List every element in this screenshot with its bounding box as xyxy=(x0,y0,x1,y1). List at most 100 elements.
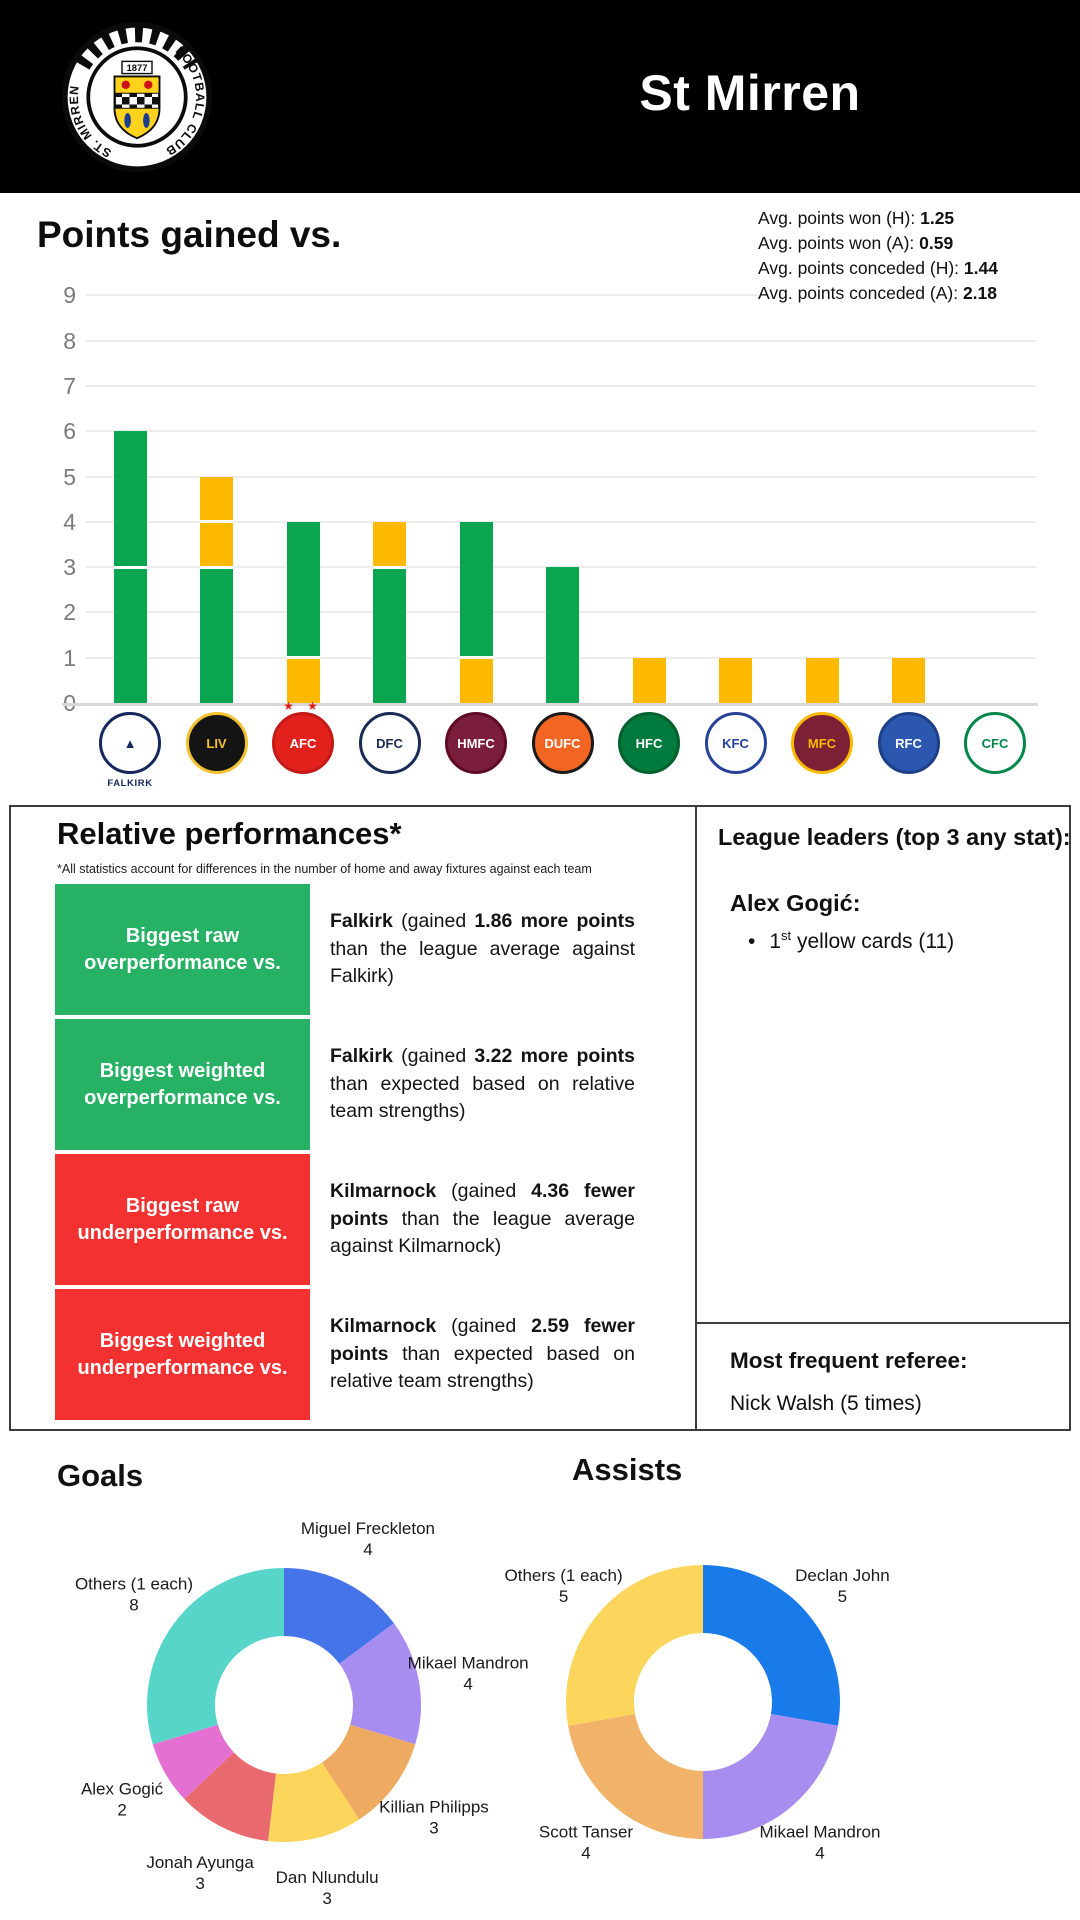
referee-value: Nick Walsh (5 times) xyxy=(730,1392,922,1415)
leader-stat-text: 1st yellow cards (11) xyxy=(769,928,955,953)
gridline-8 xyxy=(86,339,1036,342)
performance-box-0: Biggest raw overperformance vs. xyxy=(55,884,310,1015)
y-axis-tick-4: 4 xyxy=(63,508,76,535)
avg-stat-value: 0.59 xyxy=(919,233,954,253)
y-axis-tick-3: 3 xyxy=(63,554,76,581)
avg-stat-value: 2.18 xyxy=(962,283,997,303)
team-logo-abbr: MFC xyxy=(807,735,837,751)
goals-slice-jonah-ayunga xyxy=(184,1752,276,1842)
bar-segment-livingston-2 xyxy=(200,476,233,522)
goals-slice-alex-gogi- xyxy=(152,1724,234,1800)
bar-segment-motherwell-0 xyxy=(805,657,839,703)
goals-label-dan-nlundulu: Dan Nlundulu 3 xyxy=(276,1868,379,1908)
leader-stat-item: • 1st yellow cards (11) xyxy=(748,928,954,954)
donut-charts: Miguel Freckleton 4 Mikael Mandron 4 Killian… xyxy=(75,1519,890,1908)
bar-segment-falkirk-1 xyxy=(113,431,147,568)
avg-stat-value: 1.44 xyxy=(963,258,998,278)
gridline-1 xyxy=(86,656,1036,659)
vertical-divider xyxy=(695,807,697,1429)
crest-year: 1877 xyxy=(127,63,148,73)
team-logo-abbr: CFC xyxy=(981,735,1009,751)
goals-label-alex-gogi-: Alex Gogić 2 xyxy=(81,1780,164,1820)
goals-label-miguel-freckleton: Miguel Freckleton 4 xyxy=(301,1519,435,1559)
assists-chart-title: Assists xyxy=(572,1452,683,1487)
average-points-stats: Avg. points won (H): 1.25 Avg. points won… xyxy=(758,206,1058,306)
y-axis-tick-8: 8 xyxy=(63,327,76,354)
goals-slice-miguel-freckleton xyxy=(284,1568,394,1664)
bar-segment-gap xyxy=(459,656,493,660)
team-logo-livingston: LIV xyxy=(185,712,248,774)
gridline-7 xyxy=(86,384,1036,387)
header-bar: ST. MIRREN FOOTBALL CLUB 1877 St Mirren xyxy=(0,0,1080,193)
performance-desc-1: Falkirk (gained 3.22 more points than ex… xyxy=(330,1019,635,1150)
team-logo-abbr: LIV xyxy=(206,735,227,751)
goals-label-others-1-each-: Others (1 each) 8 xyxy=(75,1574,193,1614)
assists-label-declan-john: Declan John 5 xyxy=(795,1566,890,1606)
performance-box-1: Biggest weighted overperformance vs. xyxy=(55,1019,310,1150)
bar-segment-aberdeen-1 xyxy=(286,521,320,658)
bar-segment-rangers-0 xyxy=(892,657,925,703)
assists-slice-others-1-each- xyxy=(566,1565,703,1726)
team-logo-abbr: DFC xyxy=(376,735,403,751)
team-logo-kilmarnock: KFC xyxy=(704,712,767,774)
relative-performances-heading: Relative performances* xyxy=(57,816,402,851)
assists-label-others-1-each-: Others (1 each) 5 xyxy=(505,1566,623,1606)
gridline-6 xyxy=(86,430,1036,433)
y-axis-tick-5: 5 xyxy=(63,463,76,490)
performance-row-1: Biggest weighted overperformance vs. Falk… xyxy=(55,1019,640,1150)
team-logo-celtic: CFC xyxy=(964,712,1026,774)
gridline-4 xyxy=(86,520,1036,523)
avg-stat-line: Avg. points won (A): 0.59 xyxy=(758,231,1058,256)
performance-box-2: Biggest raw underperformance vs. xyxy=(55,1154,310,1285)
assists-slice-declan-john xyxy=(703,1565,841,1726)
league-leader-player-name: Alex Gogić: xyxy=(730,890,861,916)
bar-segment-dundee-1 xyxy=(373,521,406,568)
team-logo-abbr: KFC xyxy=(722,735,749,751)
goals-slice-dan-nlundulu xyxy=(268,1762,360,1842)
team-logo-hearts: HMFC xyxy=(445,712,507,774)
gridline-5 xyxy=(86,475,1036,478)
aberdeen-stars-icon: ★ ★ xyxy=(283,699,323,713)
assists-slice-scott-tanser xyxy=(568,1713,703,1839)
page-title: St Mirren xyxy=(639,65,861,121)
goals-slice-killian-philipps xyxy=(321,1724,416,1820)
assists-slice-mikael-mandron xyxy=(703,1713,838,1839)
performance-desc-text: Kilmarnock (gained 2.59 fewer points tha… xyxy=(330,1314,635,1393)
avg-stat-line: Avg. points conceded (H): 1.44 xyxy=(758,256,1058,281)
x-axis-baseline xyxy=(62,703,1038,706)
team-logo-abbr: RFC xyxy=(895,735,922,751)
goals-chart-title: Goals xyxy=(57,1458,144,1493)
team-logo-dundee-united: DUFC xyxy=(531,712,594,774)
gridline-3 xyxy=(86,566,1036,569)
performance-desc-3: Kilmarnock (gained 2.59 fewer points tha… xyxy=(330,1289,635,1420)
bar-segment-gap xyxy=(373,565,406,569)
y-axis-tick-0: 0 xyxy=(63,690,76,716)
team-logo-falkirk: ▲ xyxy=(99,712,161,774)
avg-stat-line: Avg. points conceded (A): 2.18 xyxy=(758,281,1058,306)
referee-heading: Most frequent referee: xyxy=(730,1348,968,1373)
y-axis-tick-1: 1 xyxy=(63,644,76,671)
team-logo-abbr: AFC xyxy=(289,735,317,751)
gridline-2 xyxy=(86,611,1036,614)
performance-box-3: Biggest weighted underperformance vs. xyxy=(55,1289,310,1420)
team-logo-abbr: HFC xyxy=(635,735,663,751)
avg-stat-line: Avg. points won (H): 1.25 xyxy=(758,206,1058,231)
team-logo-aberdeen: ★ ★ AFC xyxy=(272,699,334,774)
team-logo-motherwell: MFC xyxy=(791,712,853,774)
team-logo-caption-falkirk: FALKIRK xyxy=(107,778,153,789)
points-chart-title: Points gained vs. xyxy=(37,214,342,255)
y-axis-tick-2: 2 xyxy=(63,599,76,626)
avg-stat-label: Avg. points won (H): xyxy=(758,208,921,228)
bar-segment-kilmarnock-0 xyxy=(719,657,752,703)
bar-segment-aberdeen-0 xyxy=(286,657,320,703)
bar-segment-livingston-0 xyxy=(200,567,233,703)
bullet-icon: • xyxy=(748,930,756,953)
avg-stat-label: Avg. points conceded (H): xyxy=(758,258,964,278)
league-leaders-heading: League leaders (top 3 any stat): xyxy=(718,824,1071,850)
goals-slice-others-1-each- xyxy=(146,1568,284,1745)
relative-performances-footnote: *All statistics account for differences … xyxy=(57,862,592,876)
assists-label-scott-tanser: Scott Tanser 4 xyxy=(539,1822,634,1862)
team-logo-abbr: ▲ xyxy=(123,735,137,751)
bar-segment-gap xyxy=(286,656,320,660)
goals-slice-mikael-mandron xyxy=(339,1623,421,1745)
